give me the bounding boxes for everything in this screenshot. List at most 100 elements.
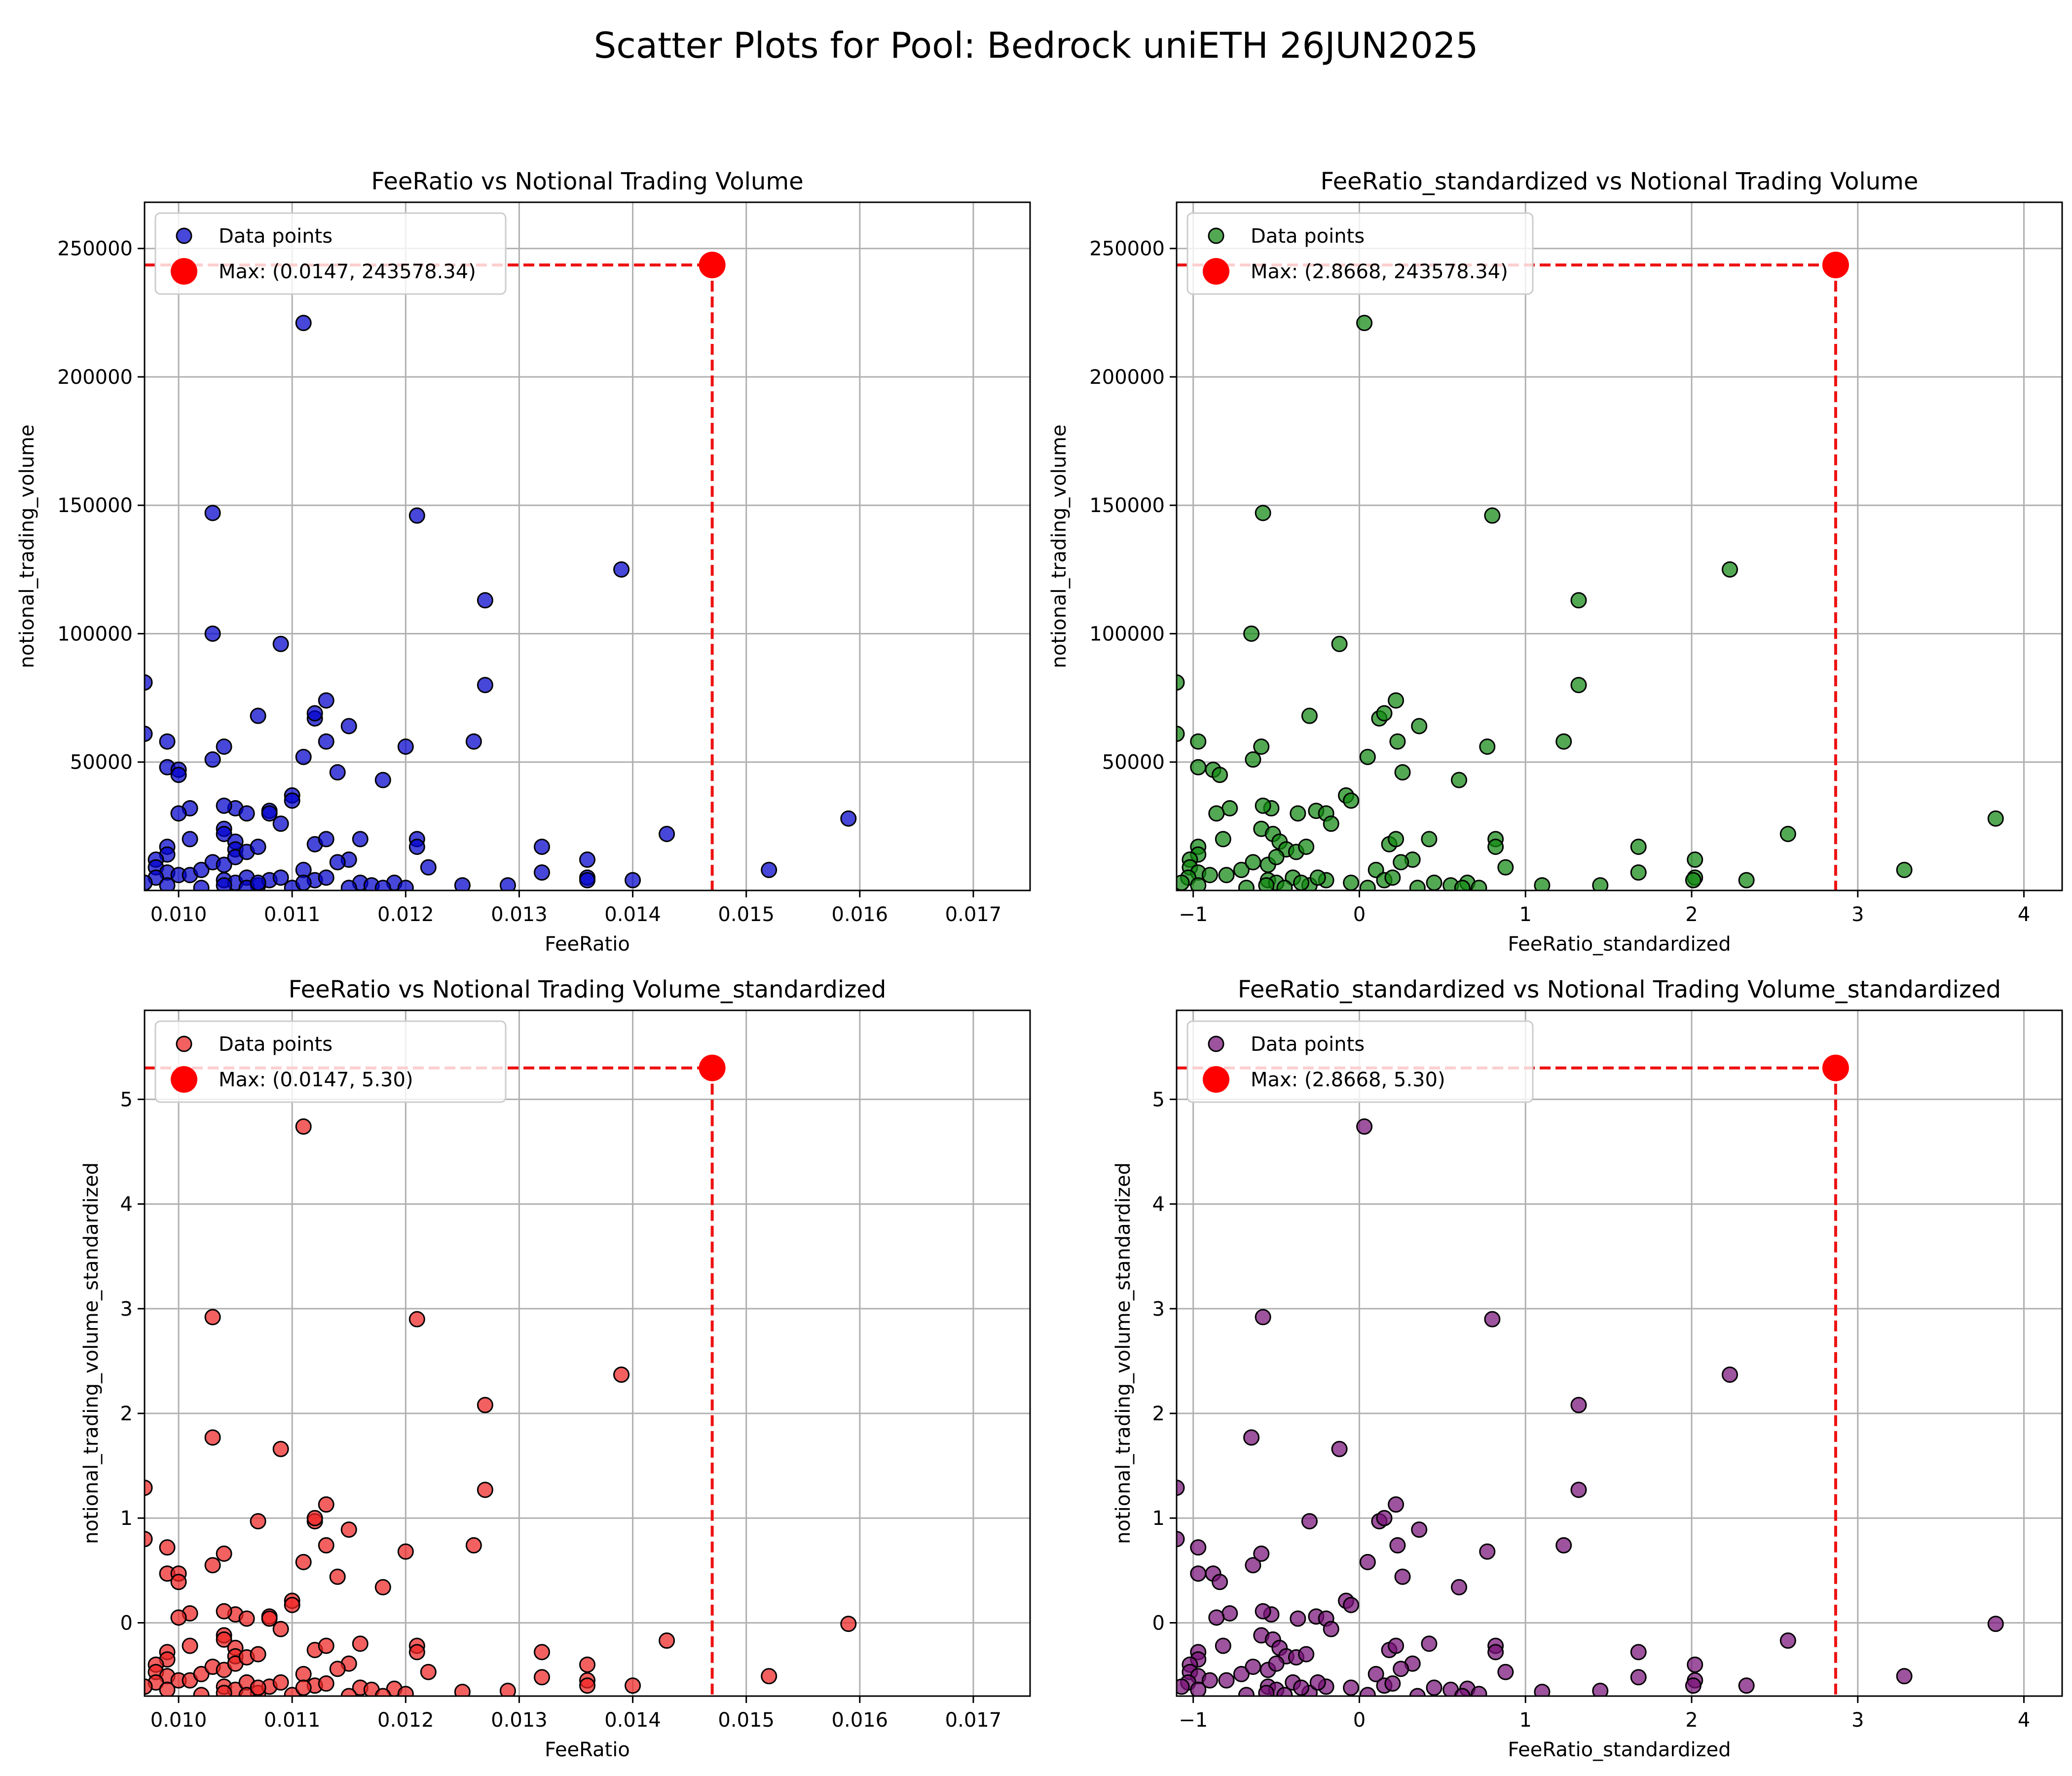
data-point [1268, 849, 1285, 865]
data-point [1987, 810, 2004, 827]
data-point [1484, 507, 1501, 524]
legend-data-label: Data points [219, 1033, 333, 1056]
data-point [1190, 733, 1207, 750]
legend-data-marker [176, 227, 192, 244]
data-point [1451, 1579, 1468, 1595]
x-tick-label: 3 [1851, 1709, 1864, 1732]
data-point [1201, 1672, 1218, 1689]
axes-frame [144, 201, 1031, 891]
axes-frame [1176, 1009, 2063, 1697]
data-point [1255, 505, 1271, 521]
data-point [352, 831, 369, 848]
data-point [1208, 805, 1225, 822]
data-point [329, 1661, 346, 1677]
data-point [374, 1688, 391, 1696]
x-tick-label: 0.012 [377, 1709, 434, 1732]
x-tick-label: 1 [1519, 903, 1531, 926]
y-tick-label: 100000 [57, 623, 133, 645]
data-point [1276, 1687, 1293, 1696]
legend-data-marker [1208, 227, 1224, 244]
data-point [1177, 674, 1185, 691]
data-point [533, 839, 550, 855]
y-axis-label: notional_trading_volume [1048, 424, 1071, 668]
x-tick-label: 0 [1353, 903, 1366, 926]
subplot-title: FeeRatio_standardized vs Notional Tradin… [1238, 976, 2001, 1003]
data-point [1245, 1659, 1261, 1675]
data-point [1331, 635, 1348, 652]
legend-max-marker [1203, 1066, 1229, 1093]
data-point [1255, 1309, 1271, 1326]
data-point [1721, 561, 1738, 578]
data-point [1208, 1609, 1225, 1626]
data-point [1454, 880, 1471, 890]
legend: Data points Max: (2.8668, 5.30) [1186, 1020, 1534, 1103]
data-point [1394, 1568, 1411, 1585]
data-point [182, 1637, 198, 1654]
axes-frame [1176, 201, 2063, 891]
data-point [1293, 874, 1310, 890]
data-point [204, 751, 221, 768]
data-point [204, 1309, 221, 1326]
data-point [1215, 1637, 1231, 1654]
data-point [579, 851, 595, 868]
y-tick-label: 5 [1152, 1088, 1165, 1111]
data-point [397, 1686, 414, 1696]
data-point [1479, 1543, 1496, 1560]
data-point [318, 831, 334, 848]
legend-max-label: Max: (2.8668, 5.30) [1251, 1069, 1445, 1091]
data-point [1409, 880, 1426, 890]
data-point [1359, 1687, 1376, 1696]
x-tick-label: 0.016 [832, 903, 888, 926]
data-point [477, 1481, 493, 1498]
data-point [659, 1632, 675, 1649]
x-tick-label: 0.012 [377, 903, 434, 926]
data-point [170, 1609, 187, 1626]
data-point [1212, 1574, 1228, 1591]
data-point [295, 1118, 312, 1135]
y-tick-label: 150000 [1089, 494, 1165, 517]
data-point [318, 692, 334, 709]
data-point [1451, 772, 1468, 788]
data-point [374, 880, 391, 890]
data-point [1190, 1681, 1207, 1696]
subplot-title: FeeRatio_standardized vs Notional Tradin… [1321, 168, 1919, 195]
data-point [145, 1480, 153, 1496]
data-point [145, 725, 153, 742]
data-point [204, 625, 221, 642]
data-point [659, 825, 675, 842]
data-point [1570, 592, 1587, 609]
data-point [318, 733, 334, 750]
figure-title: Scatter Plots for Pool: Bedrock uniETH 2… [593, 25, 1479, 66]
data-point [1298, 839, 1315, 855]
data-point [1245, 751, 1261, 768]
legend-max-marker [171, 1066, 197, 1093]
data-point [318, 1675, 334, 1692]
data-point [352, 1635, 369, 1652]
x-tick-label: 2 [1685, 903, 1698, 926]
data-point [1298, 1646, 1315, 1663]
data-point [374, 772, 391, 788]
data-point [1389, 1537, 1406, 1554]
data-point [1323, 815, 1339, 832]
data-point [533, 1644, 550, 1661]
y-tick-label: 3 [120, 1298, 133, 1321]
data-point [1177, 1531, 1185, 1548]
data-point [1201, 867, 1218, 884]
data-point [1245, 1557, 1261, 1574]
data-point [1630, 839, 1647, 855]
data-point [625, 1677, 641, 1694]
legend: Data points Max: (0.0147, 243578.34) [154, 212, 507, 295]
data-point [216, 1685, 232, 1696]
data-point [204, 1429, 221, 1446]
data-point [250, 839, 266, 855]
data-point [1243, 625, 1260, 642]
data-point [1592, 877, 1609, 890]
data-point [272, 1441, 289, 1457]
data-point [454, 877, 471, 890]
data-point [1190, 1539, 1207, 1556]
x-tick-label: 0.014 [604, 903, 661, 926]
data-point [1376, 1510, 1393, 1526]
legend-data-marker [176, 1036, 192, 1052]
max-point [1822, 252, 1849, 279]
